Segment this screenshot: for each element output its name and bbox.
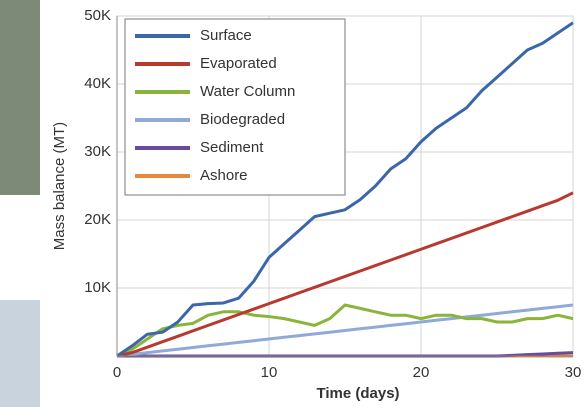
legend-label: Surface — [200, 27, 252, 44]
x-tick-label: 30 — [565, 364, 582, 381]
y-tick-label: 20K — [84, 211, 111, 228]
x-tick-label: 0 — [113, 364, 121, 381]
chart: Time (days) Mass balance (MT) 10K 20K 30K 4… — [0, 0, 587, 407]
legend-label: Ashore — [200, 167, 248, 184]
y-tick-label: 10K — [84, 279, 111, 296]
x-axis-label: Time (days) — [316, 385, 399, 402]
legend-label: Evaporated — [200, 55, 277, 72]
legend-label: Water Column — [200, 83, 295, 100]
legend-label: Sediment — [200, 139, 264, 156]
x-tick-label: 10 — [261, 364, 278, 381]
y-tick-label: 40K — [84, 75, 111, 92]
legend-label: Biodegraded — [200, 111, 285, 128]
x-tick-label: 20 — [413, 364, 430, 381]
page: Time (days) Mass balance (MT) 10K 20K 30K 4… — [0, 0, 587, 407]
y-tick-label: 50K — [84, 7, 111, 24]
y-axis-label: Mass balance (MT) — [51, 122, 68, 250]
y-tick-label: 30K — [84, 143, 111, 160]
map-fragment — [0, 0, 40, 195]
